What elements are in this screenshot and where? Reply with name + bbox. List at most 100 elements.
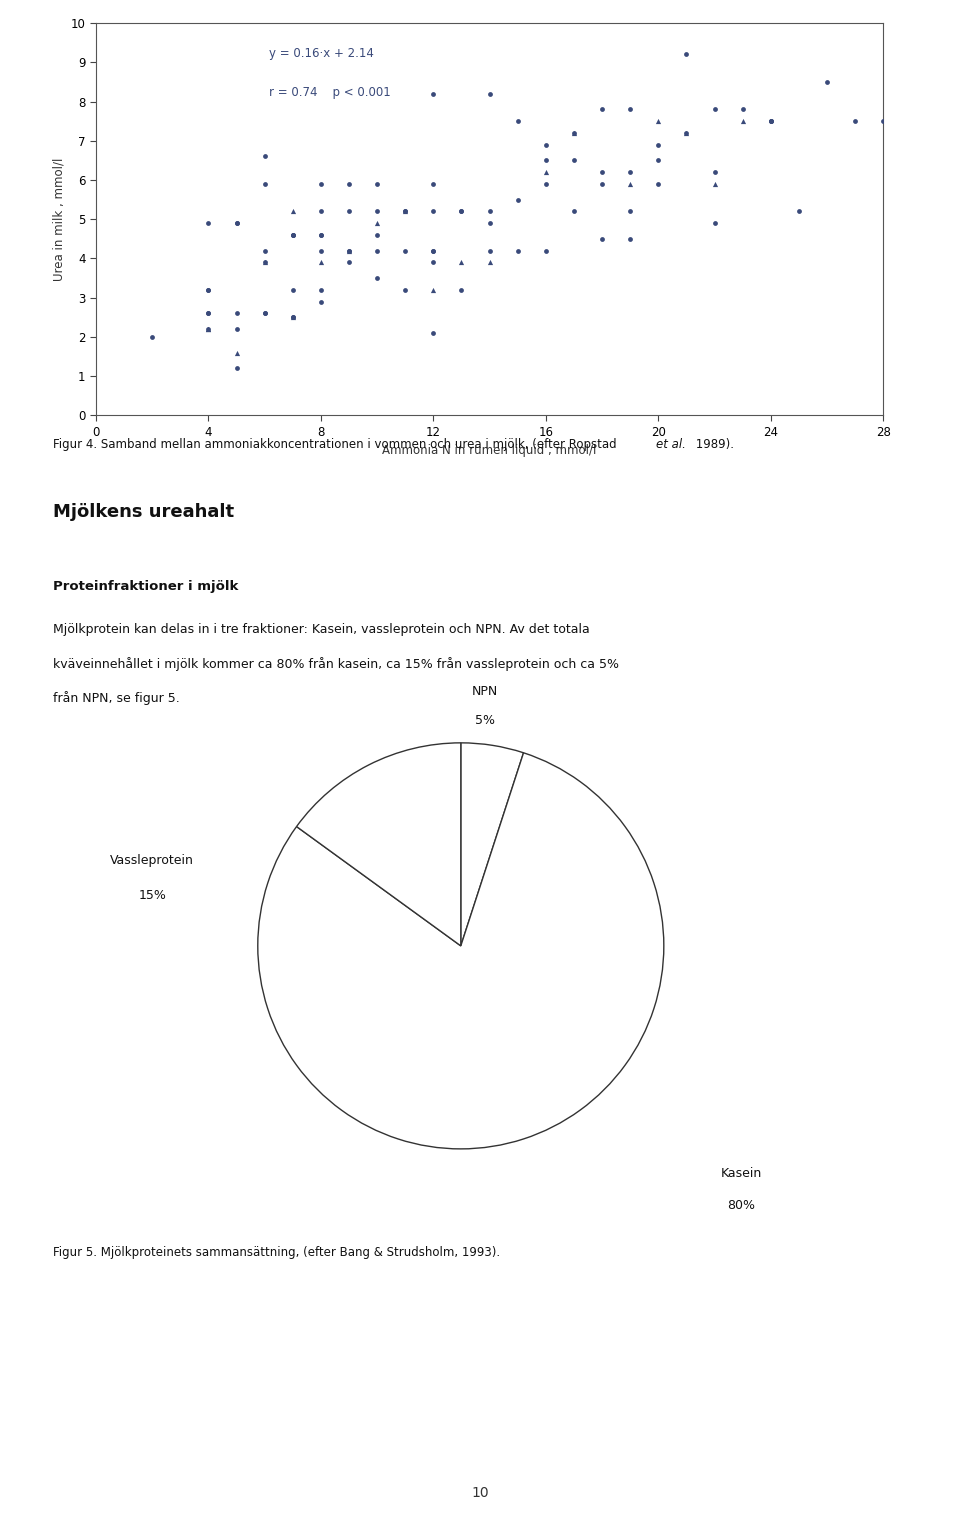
Point xyxy=(566,120,582,145)
Point xyxy=(425,238,441,263)
Point xyxy=(425,198,441,223)
Point xyxy=(257,301,273,326)
Point xyxy=(370,266,385,291)
Point xyxy=(257,238,273,263)
Point xyxy=(510,238,525,263)
Point xyxy=(454,251,469,275)
Text: Mjölkprotein kan delas in i tre fraktioner: Kasein, vassleprotein och NPN. Av de: Mjölkprotein kan delas in i tre fraktion… xyxy=(53,623,589,635)
Point xyxy=(397,277,413,301)
Point xyxy=(539,238,554,263)
Point xyxy=(763,109,779,134)
Text: 80%: 80% xyxy=(727,1200,755,1212)
Text: 1989).: 1989). xyxy=(692,438,734,451)
Point xyxy=(285,305,300,329)
Text: Mjölkens ureahalt: Mjölkens ureahalt xyxy=(53,503,234,521)
Text: Vassleprotein: Vassleprotein xyxy=(110,854,194,867)
Point xyxy=(848,109,863,134)
Text: 15%: 15% xyxy=(138,889,166,901)
Point xyxy=(622,97,637,122)
Point xyxy=(201,317,216,341)
Point xyxy=(594,160,610,185)
Point xyxy=(791,198,806,223)
Point xyxy=(510,109,525,134)
Point xyxy=(342,172,357,197)
Point xyxy=(145,325,160,349)
Point xyxy=(313,289,328,314)
Point xyxy=(370,172,385,197)
Text: et al.: et al. xyxy=(656,438,685,451)
Point xyxy=(594,226,610,251)
Text: från NPN, se figur 5.: från NPN, se figur 5. xyxy=(53,691,180,704)
Point xyxy=(539,172,554,197)
Point xyxy=(566,120,582,145)
Point xyxy=(285,305,300,329)
X-axis label: Ammonia N in rumen liquid , mmol/l: Ammonia N in rumen liquid , mmol/l xyxy=(382,444,597,457)
Point xyxy=(566,198,582,223)
Point xyxy=(370,223,385,248)
Point xyxy=(370,211,385,235)
Point xyxy=(370,198,385,223)
Point xyxy=(425,251,441,275)
Text: 5%: 5% xyxy=(475,714,495,726)
Point xyxy=(510,188,525,212)
Point xyxy=(342,238,357,263)
Point xyxy=(342,238,357,263)
Point xyxy=(285,305,300,329)
Point xyxy=(425,320,441,345)
Point xyxy=(651,132,666,157)
Text: r = 0.74    p < 0.001: r = 0.74 p < 0.001 xyxy=(269,86,391,98)
Point xyxy=(313,223,328,248)
Text: Kasein: Kasein xyxy=(720,1167,761,1180)
Point xyxy=(539,148,554,172)
Point xyxy=(285,223,300,248)
Point xyxy=(622,198,637,223)
Point xyxy=(707,97,722,122)
Point xyxy=(201,277,216,301)
Wedge shape xyxy=(258,752,663,1149)
Point xyxy=(313,223,328,248)
Point xyxy=(651,109,666,134)
Point xyxy=(566,148,582,172)
Point xyxy=(876,109,891,134)
Point xyxy=(201,277,216,301)
Point xyxy=(201,301,216,326)
Point xyxy=(342,238,357,263)
Point xyxy=(594,172,610,197)
Point xyxy=(482,82,497,106)
Point xyxy=(454,198,469,223)
Point xyxy=(257,301,273,326)
Point xyxy=(257,251,273,275)
Point xyxy=(819,69,834,94)
Point xyxy=(482,211,497,235)
Point xyxy=(285,277,300,301)
Text: Proteinfraktioner i mjölk: Proteinfraktioner i mjölk xyxy=(53,580,238,592)
Point xyxy=(425,277,441,301)
Point xyxy=(707,211,722,235)
Point xyxy=(651,148,666,172)
Text: 10: 10 xyxy=(471,1486,489,1500)
Text: NPN: NPN xyxy=(472,686,498,698)
Text: y = 0.16·x + 2.14: y = 0.16·x + 2.14 xyxy=(269,46,374,60)
Point xyxy=(342,251,357,275)
Point xyxy=(397,198,413,223)
Point xyxy=(425,172,441,197)
Point xyxy=(454,277,469,301)
Point xyxy=(397,198,413,223)
Point xyxy=(313,238,328,263)
Point xyxy=(622,160,637,185)
Point xyxy=(201,317,216,341)
Point xyxy=(201,301,216,326)
Point xyxy=(707,160,722,185)
Text: Figur 5. Mjölkproteinets sammansättning, (efter Bang & Strudsholm, 1993).: Figur 5. Mjölkproteinets sammansättning,… xyxy=(53,1246,500,1258)
Point xyxy=(763,109,779,134)
Point xyxy=(425,238,441,263)
Point xyxy=(482,251,497,275)
Point xyxy=(594,97,610,122)
Wedge shape xyxy=(461,743,523,946)
Point xyxy=(228,340,244,365)
Point xyxy=(679,42,694,66)
Point xyxy=(482,198,497,223)
Point xyxy=(735,109,751,134)
Point xyxy=(397,238,413,263)
Point xyxy=(228,301,244,326)
